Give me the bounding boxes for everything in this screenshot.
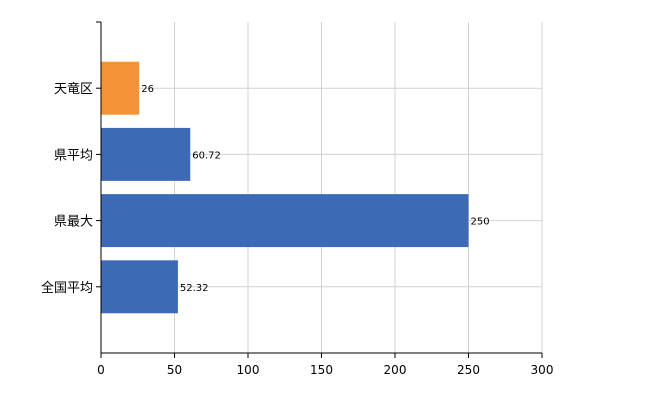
- y-tick-label: 県平均: [54, 148, 93, 163]
- data-label: 250: [471, 217, 490, 228]
- x-tick-label: 200: [384, 363, 407, 377]
- data-label: 60.72: [192, 150, 221, 161]
- x-tick-label: 300: [531, 363, 554, 377]
- y-tick-label: 県最大: [54, 215, 93, 230]
- bar: [101, 61, 140, 115]
- data-label: 26: [141, 84, 154, 95]
- y-tick-label: 全国平均: [41, 280, 93, 296]
- y-tick-label: 天竜区: [54, 82, 93, 97]
- x-tick-label: 0: [97, 363, 105, 377]
- x-tick-label: 100: [237, 363, 260, 377]
- x-tick-label: 150: [310, 363, 333, 377]
- data-label: 52.32: [180, 283, 209, 294]
- bar: [101, 260, 178, 314]
- x-tick-label: 250: [457, 363, 480, 377]
- x-tick-label: 50: [167, 363, 182, 377]
- bar: [101, 127, 191, 181]
- bar: [101, 194, 469, 248]
